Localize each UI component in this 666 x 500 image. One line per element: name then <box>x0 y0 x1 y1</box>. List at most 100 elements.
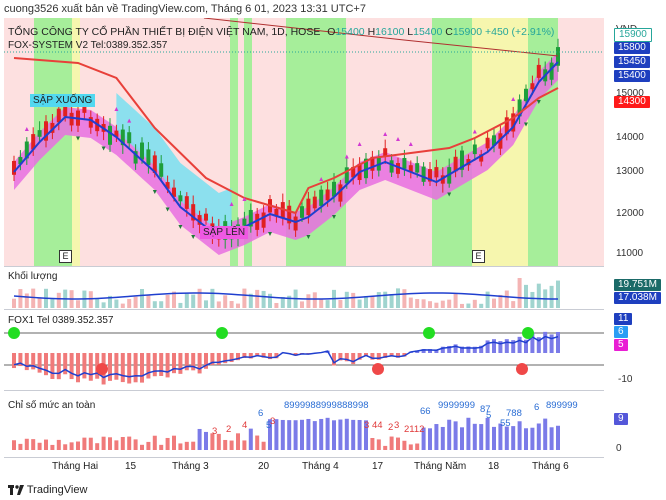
volume-bar <box>280 296 285 308</box>
volume-bar <box>210 288 215 308</box>
candle-body <box>306 198 311 216</box>
safety-bar <box>408 444 413 450</box>
safety-bar <box>492 426 496 450</box>
safety-bar <box>530 427 535 450</box>
safety-bar <box>300 419 304 450</box>
fox1-histogram-bar <box>536 337 541 353</box>
fox1-histogram-bar <box>127 353 132 384</box>
panel-divider[interactable] <box>4 266 604 267</box>
candle-body <box>24 141 29 159</box>
volume-bar <box>76 300 80 308</box>
earnings-marker[interactable]: E <box>59 250 72 263</box>
fox1-histogram-bar <box>50 353 55 379</box>
candle-body <box>434 167 439 178</box>
fox1-histogram-bar <box>236 353 240 361</box>
fox1-histogram-bar <box>216 353 221 365</box>
safety-panel[interactable]: Chỉ số mức an toàn 6 5 3 2 4 3 899998899988899… <box>4 392 604 456</box>
fox1-histogram-bar <box>223 353 228 364</box>
fox1-legend[interactable]: FOX1 Tel 0389.352.357 <box>8 315 114 326</box>
safety-score-label: 55 <box>500 418 511 429</box>
volume-bar <box>389 294 394 308</box>
volume-legend[interactable]: Khối lượng <box>8 271 58 282</box>
safety-bar <box>402 440 407 450</box>
sell-marker <box>152 190 157 194</box>
buy-marker <box>242 197 247 201</box>
safety-bar <box>268 419 272 450</box>
safety-canvas <box>12 417 560 450</box>
safety-legend[interactable]: Chỉ số mức an toàn <box>8 400 96 411</box>
safety-bar <box>261 441 266 450</box>
safety-bar <box>351 419 356 450</box>
candle-body <box>44 121 48 141</box>
safety-bar <box>332 420 336 450</box>
volume-panel[interactable]: Khối lượng <box>4 268 604 308</box>
price-tag-line3: 15400 <box>614 70 650 82</box>
safety-bar <box>114 440 119 450</box>
safety-score-label: 3 <box>270 416 276 427</box>
indicator-legend[interactable]: FOX-SYSTEM V2 Tel:0389.352.357 <box>8 40 168 51</box>
fox1-histogram-bar <box>210 353 215 366</box>
fox1-histogram-bar <box>178 353 183 374</box>
volume-bar <box>31 288 36 308</box>
candle-body <box>255 213 260 230</box>
volume-bar <box>242 288 247 308</box>
fox1-canvas <box>4 327 604 385</box>
fox1-panel[interactable]: FOX1 Tel 0389.352.357 <box>4 311 604 389</box>
volume-bar <box>261 290 266 308</box>
volume-bar <box>472 299 477 308</box>
volume-bar <box>556 280 560 308</box>
ohlc-open-label: O <box>327 26 336 38</box>
time-tick: 15 <box>125 461 137 472</box>
candle-body <box>37 130 42 137</box>
panel-divider[interactable] <box>4 309 604 310</box>
safety-bar <box>178 443 183 450</box>
fox1-histogram-bar <box>76 353 80 383</box>
safety-bar <box>88 437 93 450</box>
candle-body <box>248 209 253 227</box>
safety-tick: 0 <box>616 443 622 454</box>
candle-body <box>460 150 464 170</box>
fox1-histogram-bar <box>268 353 272 360</box>
fox1-histogram-bar <box>31 353 36 370</box>
safety-bar <box>383 445 388 450</box>
volume-bar <box>396 288 400 308</box>
sell-marker <box>306 235 311 239</box>
volume-bar <box>114 299 119 308</box>
tradingview-brand[interactable]: TradingView <box>8 484 87 496</box>
candle-body <box>204 213 208 221</box>
buy-marker <box>319 177 324 181</box>
safety-bar <box>338 419 343 450</box>
safety-bar <box>421 427 426 450</box>
sell-marker <box>268 232 272 236</box>
volume-bar <box>223 295 228 308</box>
safety-bar <box>56 439 61 450</box>
safety-bar <box>140 444 144 450</box>
fox1-tag: 5 <box>614 339 628 351</box>
candle-body <box>146 149 151 166</box>
volume-bar <box>485 291 490 308</box>
fox1-histogram-bar <box>293 353 298 356</box>
safety-bar <box>172 435 176 450</box>
time-tick: 20 <box>258 461 270 472</box>
bg-band-bullish <box>244 18 252 266</box>
safety-bar <box>255 435 260 450</box>
candle-body <box>287 205 292 224</box>
main-price-chart[interactable]: TỔNG CÔNG TY CỔ PHẦN THIẾT BỊ ĐIỆN VIỆT … <box>4 17 604 266</box>
earnings-marker[interactable]: E <box>472 250 485 263</box>
volume-bar <box>428 301 432 308</box>
panel-divider[interactable] <box>4 390 604 391</box>
candle-body <box>556 47 560 66</box>
ohlc-high-label: H <box>367 26 376 38</box>
candle-body <box>242 218 247 226</box>
safety-bar <box>376 439 381 450</box>
moving-average-line <box>13 61 559 239</box>
safety-bar <box>24 438 29 450</box>
time-tick: 17 <box>372 461 384 472</box>
fox1-tag: 11 <box>614 313 633 325</box>
volume-bar <box>402 289 407 308</box>
volume-bar <box>415 299 420 308</box>
fox1-histogram-bar <box>229 353 234 363</box>
volume-bar <box>498 294 503 308</box>
safety-bar <box>50 444 55 450</box>
safety-bar <box>524 428 528 450</box>
